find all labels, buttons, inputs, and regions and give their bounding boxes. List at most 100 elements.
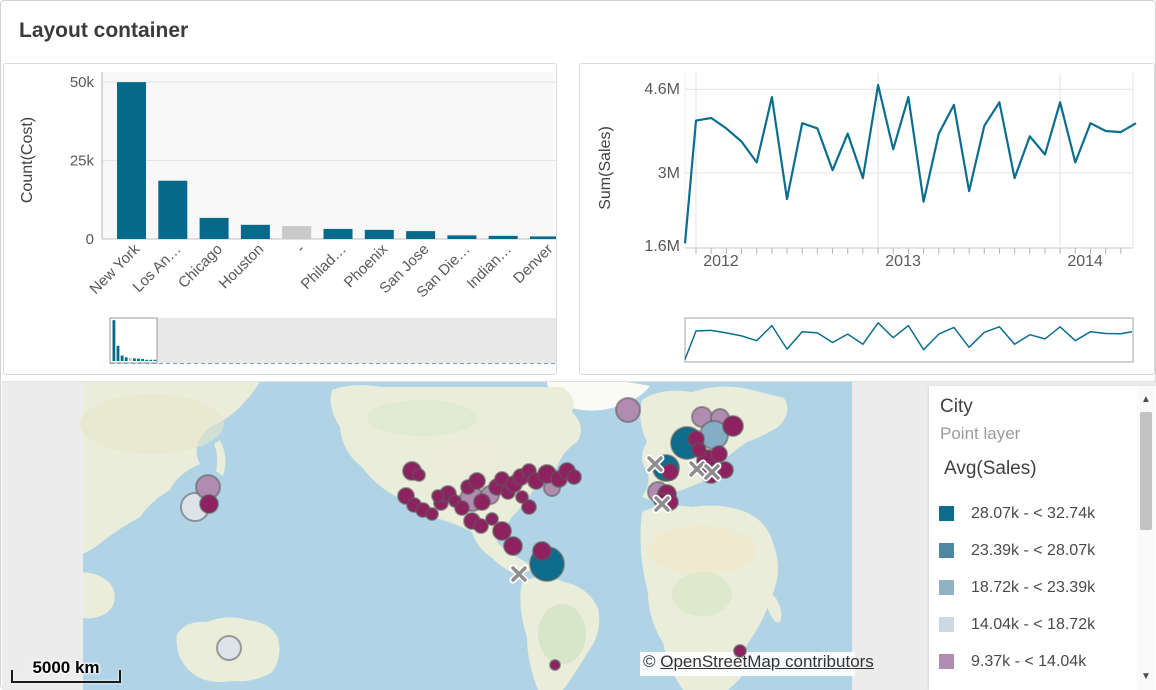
bar[interactable]: [447, 235, 477, 239]
terrain-plains: [428, 436, 512, 484]
legend-swatch: [939, 543, 954, 558]
map-point-magenta[interactable]: [733, 644, 747, 658]
legend-item[interactable]: 14.04k - < 18.72k: [929, 606, 1132, 643]
map-point-magenta[interactable]: [710, 445, 728, 463]
legend-scrollbar-thumb[interactable]: [1140, 412, 1152, 530]
bar[interactable]: [323, 228, 353, 239]
legend-range-label: 23.39k - < 28.07k: [971, 541, 1096, 559]
map-point-magenta[interactable]: [473, 493, 491, 511]
y-axis-title: Count(Cost): [19, 117, 36, 203]
legend-swatch: [939, 654, 954, 669]
mini-bar: [116, 345, 120, 361]
map-point-magenta[interactable]: [521, 499, 537, 515]
scroll-down-icon[interactable]: ▼: [1141, 671, 1151, 682]
y-axis-tick: 50k: [70, 74, 95, 91]
excluded-point-x-icon[interactable]: [511, 566, 527, 582]
legend-item[interactable]: 18.72k - < 23.39k: [929, 569, 1132, 606]
x-axis-year-label: 2014: [1067, 253, 1103, 270]
map-point-mauve[interactable]: [615, 397, 641, 423]
bar[interactable]: [199, 217, 229, 239]
legend-item[interactable]: 23.39k - < 28.07k: [929, 532, 1132, 569]
excluded-point-x-icon[interactable]: [654, 496, 670, 512]
mini-bar: [120, 355, 124, 361]
legend-dimension-title: City: [940, 396, 973, 417]
bar[interactable]: [240, 224, 270, 239]
map-point-magenta[interactable]: [661, 463, 679, 481]
page-title: Layout container: [19, 19, 189, 42]
mini-bar: [149, 359, 153, 361]
land-sea: [83, 572, 115, 619]
map-point-magenta[interactable]: [454, 500, 470, 516]
map-point-magenta[interactable]: [691, 442, 707, 458]
bar-scroll-track[interactable]: [110, 318, 556, 363]
y-axis-tick: 1.6M: [644, 238, 680, 255]
y-axis-tick: 4.6M: [644, 81, 680, 98]
bar[interactable]: [364, 229, 394, 239]
osm-contributors-link[interactable]: OpenStreetMap contributors: [660, 652, 874, 671]
terrain-congo: [672, 572, 732, 616]
x-axis-category: Indian…: [463, 241, 515, 293]
mini-bar: [137, 358, 140, 361]
legend-swatch: [939, 617, 954, 632]
legend-scrollbar[interactable]: ▲ ▼: [1137, 386, 1155, 690]
map-point-light-gray[interactable]: [216, 635, 242, 661]
y-axis-title: Sum(Sales): [597, 126, 614, 210]
map-point-magenta[interactable]: [485, 512, 499, 526]
bar[interactable]: [282, 226, 312, 239]
x-axis-category: -: [293, 241, 309, 257]
map-point-magenta[interactable]: [549, 659, 561, 671]
y-axis-tick: 0: [86, 231, 94, 248]
map-point-magenta[interactable]: [473, 518, 489, 534]
terrain-steppe: [80, 394, 224, 454]
map-point-magenta[interactable]: [566, 469, 582, 485]
land-madagascar: [766, 593, 782, 623]
legend-swatch: [939, 580, 954, 595]
mini-bar: [153, 359, 157, 361]
mini-bar: [112, 320, 116, 361]
map-point-magenta[interactable]: [468, 472, 486, 490]
legend-range-label: 28.07k - < 32.74k: [971, 504, 1096, 522]
bar-chart-panel[interactable]: 0 25k 50k Count(Cost) New York Los An… Chicago…: [3, 63, 557, 375]
scroll-up-icon[interactable]: ▲: [1141, 394, 1151, 405]
terrain-sahara: [647, 526, 757, 574]
map-point-magenta[interactable]: [412, 468, 426, 482]
bar[interactable]: [488, 235, 518, 239]
map-point-magenta[interactable]: [503, 536, 523, 556]
legend-range-label: 14.04k - < 18.72k: [971, 615, 1096, 633]
line-chart-panel[interactable]: 1.6M 3M 4.6M 2012 2013 2014 Sum(Sales): [579, 63, 1155, 375]
map-legend: City Point layer Avg(Sales) 28.07k - < 3…: [929, 386, 1156, 690]
line-chart[interactable]: 1.6M 3M 4.6M 2012 2013 2014 Sum(Sales): [580, 64, 1154, 374]
map-point-magenta[interactable]: [199, 494, 219, 514]
legend-swatch: [939, 506, 954, 521]
map-point-magenta[interactable]: [431, 489, 445, 503]
y-axis-tick: 3M: [658, 165, 680, 182]
map-panel[interactable]: 5000 km © OpenStreetMap contributors Cit…: [2, 381, 1156, 690]
legend-item[interactable]: 9.37k - < 14.04k: [929, 643, 1132, 680]
attribution-backing: [640, 652, 855, 676]
land-japan: [214, 440, 226, 476]
mini-bar: [128, 357, 132, 361]
map-point-magenta[interactable]: [425, 507, 439, 521]
map-point-magenta[interactable]: [722, 415, 744, 437]
bar[interactable]: [406, 231, 436, 239]
excluded-point-x-icon[interactable]: [704, 464, 720, 480]
bar[interactable]: [530, 236, 556, 239]
mini-bar: [124, 357, 128, 361]
map-point-magenta[interactable]: [532, 541, 552, 561]
map-point-magenta[interactable]: [515, 490, 529, 504]
mini-sales-line: [684, 322, 1133, 360]
legend-item[interactable]: 28.07k - < 32.74k: [929, 495, 1132, 532]
legend-items: 28.07k - < 32.74k 23.39k - < 28.07k 18.72k…: [929, 495, 1132, 680]
legend-range-label: 9.37k - < 14.04k: [971, 652, 1087, 670]
map-point-magenta[interactable]: [492, 521, 512, 541]
bar[interactable]: [117, 82, 146, 239]
x-axis-category: Denver: [510, 241, 556, 287]
excluded-point-x-icon[interactable]: [647, 456, 663, 472]
sales-line[interactable]: [683, 83, 1137, 244]
bar[interactable]: [158, 180, 188, 239]
excluded-point-x-icon[interactable]: [689, 461, 705, 477]
map-scale-bar: [11, 670, 121, 683]
y-axis-tick: 25k: [70, 153, 95, 170]
